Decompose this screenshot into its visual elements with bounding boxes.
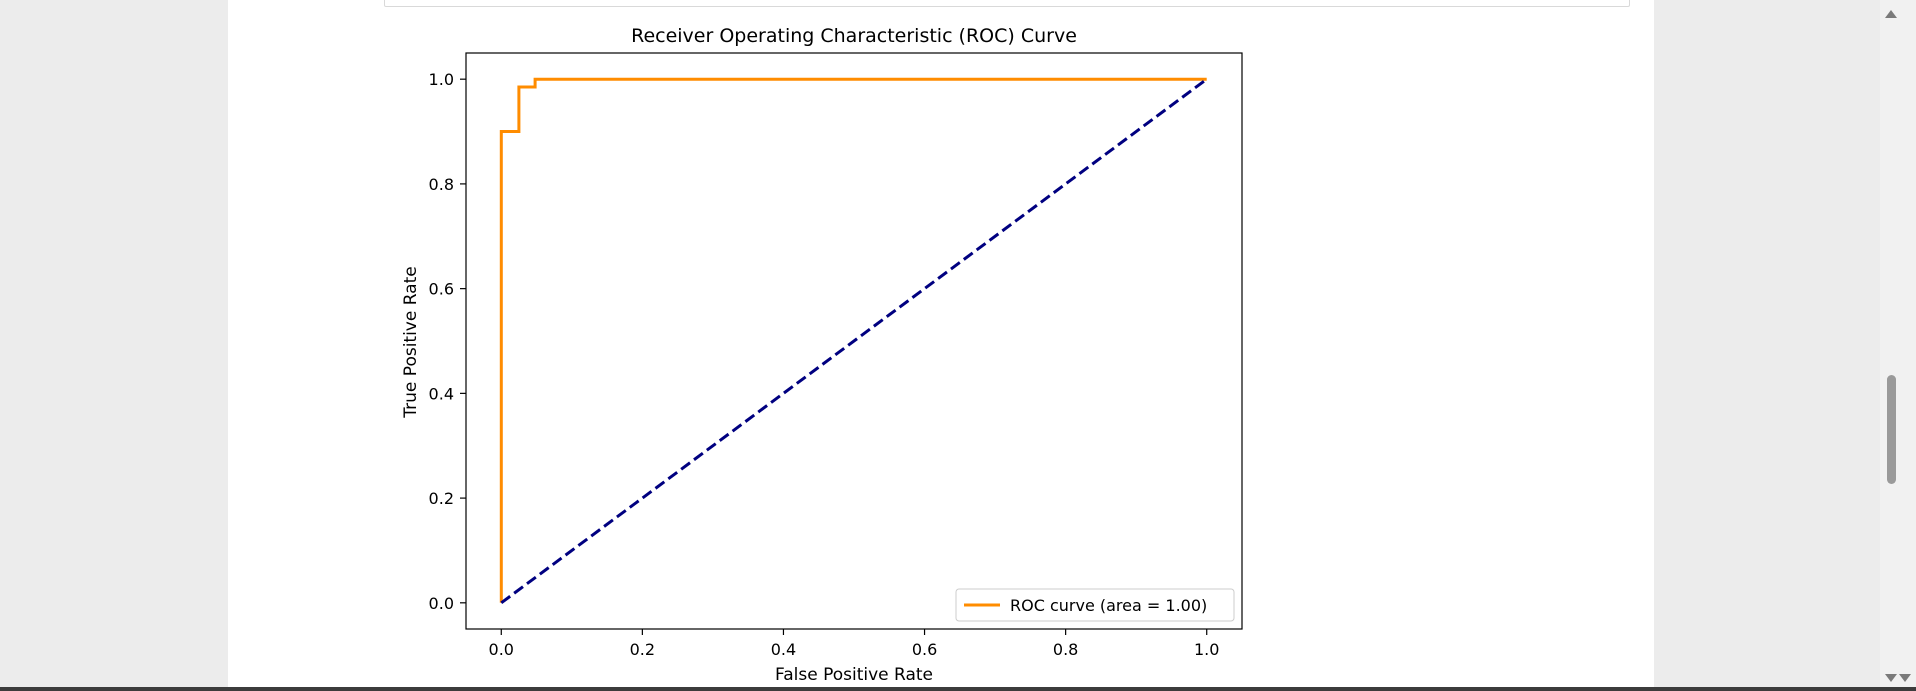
x-tick-label: 0.4 [771,640,796,659]
roc-curve-line [499,77,1207,603]
cell-border [384,0,1630,7]
chance-diagonal-line [500,77,1208,605]
y-axis-label: True Positive Rate [401,266,421,418]
legend-entry: ROC curve (area = 1.00) [1010,596,1207,615]
bottom-edge [0,687,1916,691]
y-tick-label: 0.8 [429,175,454,194]
y-tick-label: 0.0 [429,594,454,613]
vertical-scrollbar[interactable] [1880,0,1916,691]
scrollbar-thumb[interactable] [1887,375,1896,484]
plot-layer: 0.0 0.2 0.4 0.6 0.8 1.0 0.0 0.2 0.4 0.6 0.8 1.0 ROC … [429,52,1243,659]
x-tick-label: 0.6 [912,640,937,659]
x-axis-label: False Positive Rate [775,665,933,685]
x-tick-label: 1.0 [1194,640,1219,659]
x-tick-label: 0.8 [1053,640,1078,659]
scroll-up-arrow-icon[interactable] [1885,10,1897,18]
x-tick-label: 0.0 [489,640,514,659]
chart-title: Receiver Operating Characteristic (ROC) … [631,25,1077,47]
scroll-down-arrow-icon[interactable] [1899,674,1911,682]
y-tick-label: 0.6 [429,280,454,299]
y-tick-label: 0.4 [429,384,454,403]
y-tick-label: 0.2 [429,489,454,508]
x-tick-label: 0.2 [630,640,655,659]
legend-box [955,588,1235,622]
y-tick-label: 1.0 [429,70,454,89]
scroll-down-arrow-icon[interactable] [1885,674,1897,682]
